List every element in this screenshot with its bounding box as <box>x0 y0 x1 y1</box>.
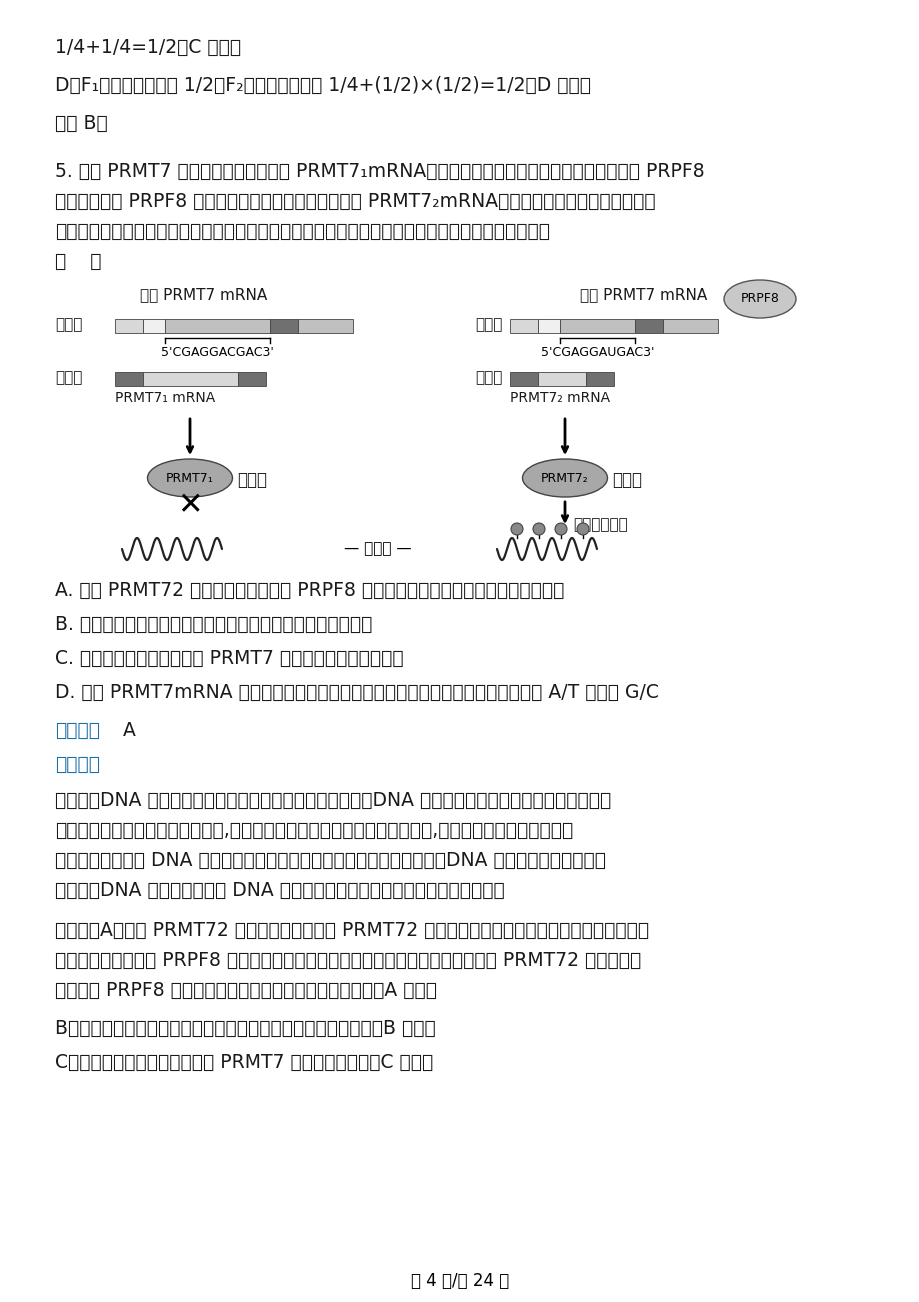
Bar <box>538 372 585 385</box>
Text: 5'CGAGGAUGAC3': 5'CGAGGAUGAC3' <box>540 346 653 359</box>
Bar <box>238 372 266 385</box>
Text: 蛋白质: 蛋白质 <box>611 471 641 490</box>
Circle shape <box>510 523 522 535</box>
Bar <box>509 372 538 385</box>
Text: C. 组蛋白的甲基化将会导致 PRMT7 基因的碱基序列发生改变: C. 组蛋白的甲基化将会导致 PRMT7 基因的碱基序列发生改变 <box>55 648 403 668</box>
Text: 的作用，而且植物 DNA 甲基化还参与了环境胁迫下的基因表达调控过程，DNA 甲基化没有改变侍耐基: 的作用，而且植物 DNA 甲基化还参与了环境胁迫下的基因表达调控过程，DNA 甲… <box>55 852 606 870</box>
Text: A: A <box>123 721 136 740</box>
Bar <box>298 319 353 333</box>
Text: 【解析】: 【解析】 <box>55 755 100 773</box>
Text: （    ）: （ ） <box>55 253 101 271</box>
Ellipse shape <box>147 460 233 497</box>
Bar <box>165 319 269 333</box>
Text: 第 4 页/共 24 页: 第 4 页/共 24 页 <box>411 1272 508 1290</box>
Bar <box>509 319 538 333</box>
Text: D、F₁残翅基因频率为 1/2，F₂残翅基因频率为 1/4+(1/2)×(1/2)=1/2，D 正确。: D、F₁残翅基因频率为 1/2，F₂残翅基因频率为 1/4+(1/2)×(1/2… <box>55 76 590 95</box>
Text: 加工后: 加工后 <box>55 370 83 385</box>
Circle shape <box>576 523 588 535</box>
Text: C、组蛋白的甲基化并没有改变 PRMT7 基因的碱基序列，C 错误；: C、组蛋白的甲基化并没有改变 PRMT7 基因的碱基序列，C 错误； <box>55 1053 433 1072</box>
Text: 处区域的组蛋白局部甲基化（如下图所示），导致人类结直肠癌患病率提高。下列相关叙述正确的是: 处区域的组蛋白局部甲基化（如下图所示），导致人类结直肠癌患病率提高。下列相关叙述… <box>55 223 550 241</box>
Text: PRMT7₂ mRNA: PRMT7₂ mRNA <box>509 391 609 405</box>
Text: 【分析】DNA 甲基化是真核细胞基因组重要修饰方式之一，DNA 甲基化通过与转录因子相互作用或通过: 【分析】DNA 甲基化是真核细胞基因组重要修饰方式之一，DNA 甲基化通过与转录… <box>55 792 610 810</box>
Bar <box>585 372 613 385</box>
Text: ✕: ✕ <box>177 491 202 521</box>
Text: PRMT7₁: PRMT7₁ <box>166 471 213 484</box>
Bar <box>663 319 717 333</box>
Bar <box>634 319 663 333</box>
Text: 蛋白质: 蛋白质 <box>237 471 267 490</box>
Bar <box>142 319 165 333</box>
Text: 疗结直肠癌，而移除 PRPF8 基因可能影响与该基因相关的其他生理过程，因此使用 PRMT72 蛋白的抑制: 疗结直肠癌，而移除 PRPF8 基因可能影响与该基因相关的其他生理过程，因此使用… <box>55 950 641 970</box>
Text: 【答案】: 【答案】 <box>55 721 100 740</box>
Text: 加工前: 加工前 <box>55 316 83 332</box>
Text: 【详解】A、使用 PRMT72 蛋白的抑制剂防止该 PRMT72 所处区域的组蛋白局部甲基化，进而预防和治: 【详解】A、使用 PRMT72 蛋白的抑制剂防止该 PRMT72 所处区域的组蛋… <box>55 921 649 940</box>
Text: 1/4+1/4=1/2，C 正确；: 1/4+1/4=1/2，C 正确； <box>55 38 241 57</box>
Bar <box>269 319 298 333</box>
Text: 因序列，DNA 甲基化是基因组 DNA 在转录水平上进行调控的一种自然修饰方式。: 因序列，DNA 甲基化是基因组 DNA 在转录水平上进行调控的一种自然修饰方式。 <box>55 881 505 900</box>
Circle shape <box>532 523 544 535</box>
Text: 天然 PRMT7 mRNA: 天然 PRMT7 mRNA <box>140 286 267 302</box>
Circle shape <box>554 523 566 535</box>
Text: 加工前: 加工前 <box>474 316 502 332</box>
Text: 组蛋白甲基化: 组蛋白甲基化 <box>573 517 627 533</box>
Text: 5'CGAGGACGAC3': 5'CGAGGACGAC3' <box>161 346 274 359</box>
Text: 加工后: 加工后 <box>474 370 502 385</box>
Text: PRMT7₁ mRNA: PRMT7₁ mRNA <box>115 391 215 405</box>
Text: 改变染色质结构来影响基因的表达,从表观遗传水平对生物遗传信息进行调节,在生长发育过程中起着重要: 改变染色质结构来影响基因的表达,从表观遗传水平对生物遗传信息进行调节,在生长发育… <box>55 822 573 840</box>
Text: 剂比移除 PRPF8 基因在预防和治疗结直肠癌中副作用更小，A 正确；: 剂比移除 PRPF8 基因在预防和治疗结直肠癌中副作用更小，A 正确； <box>55 980 437 1000</box>
Text: — 染色质 —: — 染色质 — <box>344 542 411 556</box>
Bar <box>560 319 634 333</box>
Text: PRMT7₂: PRMT7₂ <box>540 471 588 484</box>
Text: 基因编码出的 PRPF8 蛋白（具有广泛功能）重新加工为 PRMT7₂mRNA，后者的翻译产物会使该基因所: 基因编码出的 PRPF8 蛋白（具有广泛功能）重新加工为 PRMT7₂mRNA，… <box>55 191 655 211</box>
Ellipse shape <box>522 460 607 497</box>
Text: B. 一切生物的基因转录产物都要被加工后才能作为翻译的模板: B. 一切生物的基因转录产物都要被加工后才能作为翻译的模板 <box>55 615 372 634</box>
Text: A. 使用 PRMT72 蛋白的抑制剂比移除 PRPF8 基因在预防和治疗结直肠癌中副作用更小: A. 使用 PRMT72 蛋白的抑制剂比移除 PRPF8 基因在预防和治疗结直肠… <box>55 581 563 600</box>
Ellipse shape <box>723 280 795 318</box>
Text: 5. 已知 PRMT7 基因的转录产物加工为 PRMT7₁mRNA，该基因的某一突变形式转录出的产物会被 PRPF8: 5. 已知 PRMT7 基因的转录产物加工为 PRMT7₁mRNA，该基因的某一… <box>55 161 704 181</box>
Bar <box>115 319 142 333</box>
Bar <box>142 372 238 385</box>
Text: 突变 PRMT7 mRNA: 突变 PRMT7 mRNA <box>579 286 707 302</box>
Text: B、原核生物的基因转录产物不需要加工，就能作为翻译的模板，B 错误；: B、原核生物的基因转录产物不需要加工，就能作为翻译的模板，B 错误； <box>55 1019 436 1038</box>
Bar <box>538 319 560 333</box>
Bar <box>115 372 142 385</box>
Text: PRPF8: PRPF8 <box>740 293 778 306</box>
Text: D. 天然 PRMT7mRNA 中已标出的碱基序列所对应的基因序列，在突变时一个碱基对 A/T 替换为 G/C: D. 天然 PRMT7mRNA 中已标出的碱基序列所对应的基因序列，在突变时一个… <box>55 684 658 702</box>
Text: 故选 B。: 故选 B。 <box>55 115 108 133</box>
